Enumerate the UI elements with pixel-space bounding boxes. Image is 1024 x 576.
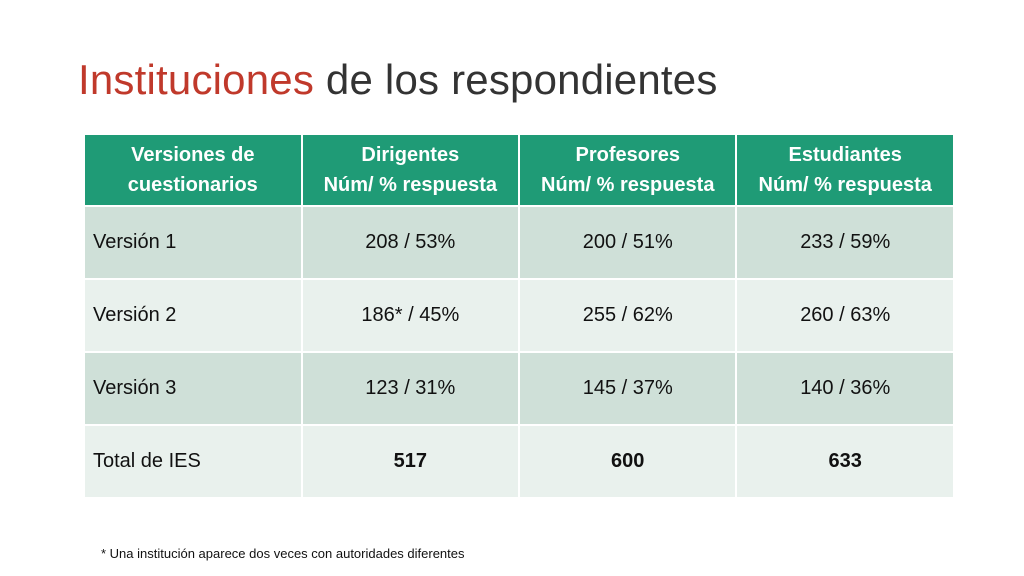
- slide-title-rest: de los respondientes: [314, 56, 718, 103]
- footnote: * Una institución aparece dos veces con …: [101, 546, 465, 561]
- table-row-total: Total de IES 517 600 633: [85, 426, 953, 497]
- row-label: Versión 3: [85, 353, 301, 424]
- cell-dirigentes: 208 / 53%: [302, 207, 519, 278]
- table-header-row: Versiones de cuestionarios Dirigentes Núm/…: [85, 135, 953, 205]
- cell-total-profesores: 600: [520, 426, 736, 497]
- slide-title: Instituciones de los respondientes: [78, 56, 718, 104]
- row-label: Versión 2: [85, 280, 301, 351]
- header-versiones: Versiones de cuestionarios: [85, 135, 301, 205]
- cell-dirigentes: 186* / 45%: [302, 280, 519, 351]
- row-label: Total de IES: [85, 426, 301, 497]
- header-line: cuestionarios: [127, 174, 258, 196]
- cell-estudiantes: 233 / 59%: [737, 207, 953, 278]
- respondents-table: Versiones de cuestionarios Dirigentes Núm/…: [83, 133, 955, 499]
- header-line: Núm/ % respuesta: [541, 174, 715, 196]
- cell-estudiantes: 140 / 36%: [737, 353, 953, 424]
- cell-profesores: 145 / 37%: [520, 353, 736, 424]
- slide-title-accent: Instituciones: [78, 56, 315, 103]
- cell-total-dirigentes: 517: [302, 426, 519, 497]
- header-dirigentes: Dirigentes Núm/ % respuesta: [302, 135, 519, 205]
- table-row: Versión 1 208 / 53% 200 / 51% 233 / 59%: [85, 207, 953, 278]
- header-line: Profesores: [575, 144, 680, 166]
- cell-total-estudiantes: 633: [737, 426, 953, 497]
- header-estudiantes: Estudiantes Núm/ % respuesta: [737, 135, 953, 205]
- header-line: Núm/ % respuesta: [323, 174, 497, 196]
- table-row: Versión 3 123 / 31% 145 / 37% 140 / 36%: [85, 353, 953, 424]
- cell-estudiantes: 260 / 63%: [737, 280, 953, 351]
- cell-profesores: 200 / 51%: [520, 207, 736, 278]
- table-row: Versión 2 186* / 45% 255 / 62% 260 / 63%: [85, 280, 953, 351]
- header-line: Dirigentes: [361, 144, 460, 166]
- cell-dirigentes: 123 / 31%: [302, 353, 519, 424]
- row-label: Versión 1: [85, 207, 301, 278]
- header-line: Estudiantes: [788, 144, 902, 166]
- cell-profesores: 255 / 62%: [520, 280, 736, 351]
- header-line: Versiones de: [131, 144, 255, 166]
- header-profesores: Profesores Núm/ % respuesta: [520, 135, 736, 205]
- header-line: Núm/ % respuesta: [758, 174, 932, 196]
